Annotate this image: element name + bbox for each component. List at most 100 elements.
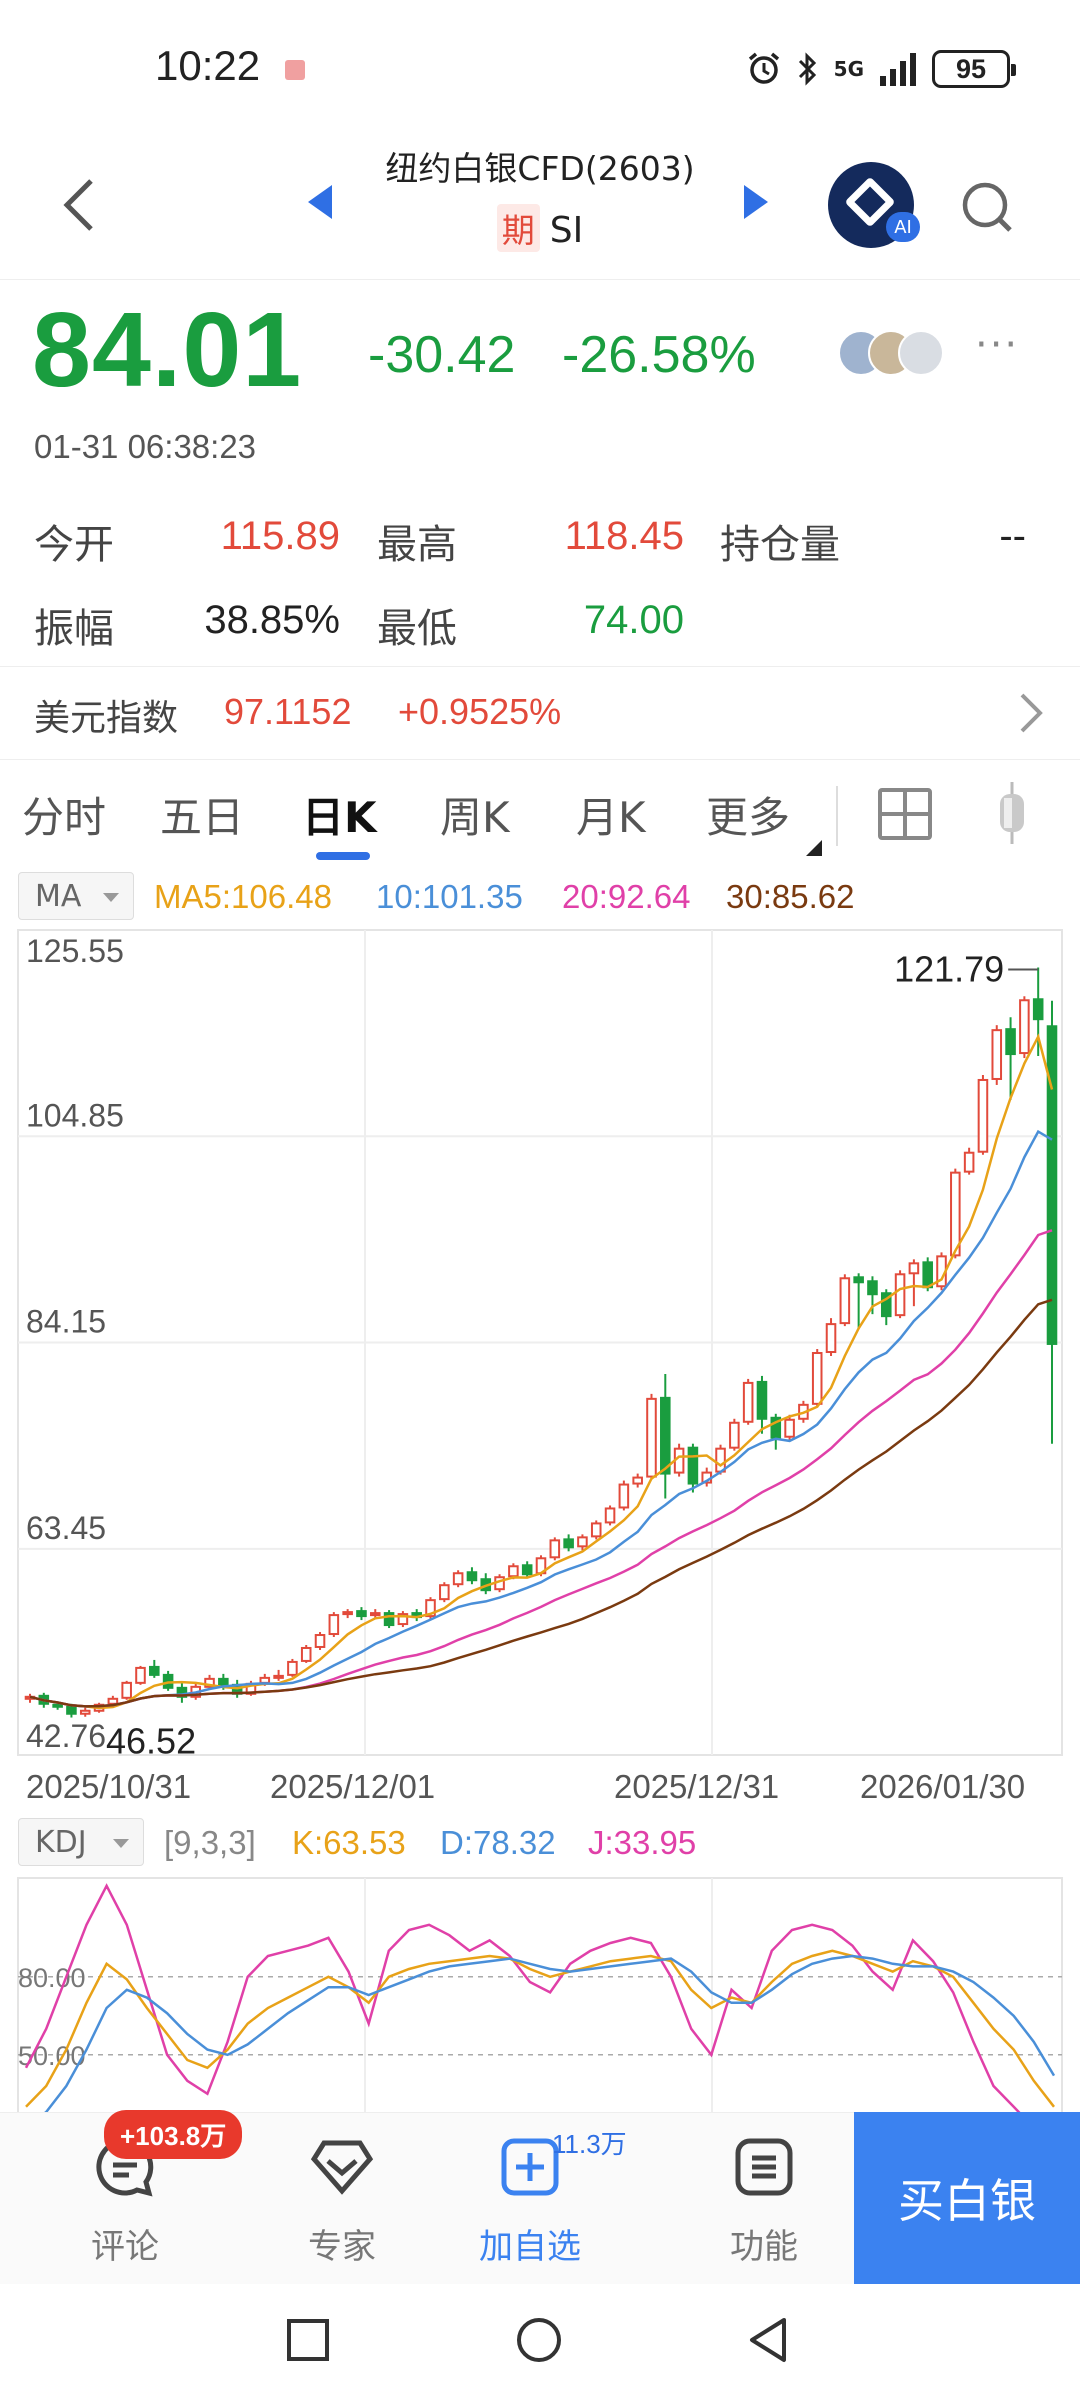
candle-body xyxy=(149,1665,160,1676)
main-indicator-select[interactable]: MA xyxy=(18,872,134,920)
kdj-chart[interactable]: 80.00 50.00 xyxy=(0,1870,1080,2112)
watchlist-count: 11.3万 xyxy=(552,2129,627,2159)
candle-body xyxy=(521,1564,533,1576)
prev-symbol-arrow[interactable] xyxy=(308,185,332,219)
sub-indicator-select[interactable]: KDJ xyxy=(18,1818,144,1866)
main-indicator-label: MA xyxy=(35,879,82,914)
candle-body xyxy=(867,1280,878,1296)
ma5-value: MA5:106.48 xyxy=(154,878,332,915)
candle-body xyxy=(729,1421,740,1449)
candle-body xyxy=(52,1703,63,1708)
chart-style-icon[interactable] xyxy=(994,780,1030,846)
y-tick-label: 104.85 xyxy=(26,1097,124,1133)
search-icon[interactable] xyxy=(960,180,1016,236)
candle-body xyxy=(107,1697,119,1705)
alarm-icon xyxy=(748,52,779,84)
candle-body xyxy=(660,1396,671,1475)
candle-body xyxy=(439,1584,450,1601)
candlestick-chart[interactable]: 125.55 104.85 84.15 63.45 42.76 121.79 46.52 20… xyxy=(0,920,1080,1815)
candle-body xyxy=(176,1686,188,1698)
candle-body xyxy=(742,1381,754,1423)
candle-body xyxy=(590,1522,602,1538)
add-watchlist-icon xyxy=(501,2138,559,2196)
back-arrow-icon[interactable] xyxy=(55,175,105,235)
instrument-symbol-row: 期 SI xyxy=(340,204,740,252)
home-icon[interactable] xyxy=(515,2316,563,2364)
candle-body xyxy=(466,1571,478,1582)
candle-body xyxy=(452,1572,464,1586)
tab-weekly-k[interactable]: 周K xyxy=(440,793,510,842)
kdj-params: [9,3,3] xyxy=(164,1824,256,1861)
bluetooth-icon xyxy=(798,52,816,86)
candle-body xyxy=(577,1536,588,1548)
functions-button[interactable]: 功能 xyxy=(684,2113,844,2285)
usd-index-change: +0.9525% xyxy=(398,691,562,732)
candle-body xyxy=(328,1614,340,1636)
comment-label: 评论 xyxy=(91,2227,159,2267)
y-tick-label: 84.15 xyxy=(26,1304,106,1340)
candle-body xyxy=(218,1677,229,1686)
max-price-label: 121.79 xyxy=(894,948,1004,989)
back-icon[interactable] xyxy=(746,2316,790,2364)
low-label: 最低 xyxy=(377,606,457,652)
more-dropdown-indicator xyxy=(806,840,822,856)
chevron-right-icon xyxy=(1020,693,1043,733)
candle-body xyxy=(646,1397,657,1478)
add-watchlist-button[interactable]: 加自选 xyxy=(450,2113,610,2285)
buy-silver-button[interactable]: 买白银 xyxy=(854,2112,1080,2284)
ma10-value: 10:101.35 xyxy=(376,878,523,915)
tab-more[interactable]: 更多 xyxy=(706,793,791,842)
comment-button[interactable]: 评论 xyxy=(45,2113,205,2285)
x-tick-label: 2025/10/31 xyxy=(26,1768,191,1805)
tabs-divider xyxy=(836,786,838,846)
instrument-title: 纽约白银CFD(2603) xyxy=(385,149,695,188)
expert-label: 专家 xyxy=(308,2227,376,2267)
status-icons: 5G 95 xyxy=(746,50,1016,88)
candle-body xyxy=(563,1538,574,1549)
instrument-symbol: SI xyxy=(549,210,584,251)
candle-body xyxy=(963,1151,975,1173)
candle-body xyxy=(908,1262,920,1275)
candle-body xyxy=(287,1660,298,1676)
candle-body xyxy=(1032,998,1044,1021)
kdj-j-value: J:33.95 xyxy=(588,1824,697,1861)
next-symbol-arrow[interactable] xyxy=(744,185,768,219)
tab-daily-k[interactable]: 日K xyxy=(302,793,377,842)
tab-intraday[interactable]: 分时 xyxy=(22,793,107,842)
status-time: 10:22 xyxy=(155,42,261,89)
candle-body xyxy=(632,1476,643,1485)
candle-body xyxy=(880,1292,892,1318)
kdj-k-line xyxy=(25,1949,1055,2108)
futures-tag: 期 xyxy=(496,204,540,252)
last-price: 84.01 xyxy=(32,291,303,409)
network-label: 5G xyxy=(833,57,864,81)
chevron-down-icon xyxy=(103,893,119,902)
candle-body xyxy=(314,1634,326,1648)
more-options-icon[interactable]: ··· xyxy=(975,322,1020,368)
ai-assistant-button[interactable]: AI xyxy=(828,162,920,248)
recents-icon[interactable] xyxy=(286,2318,330,2362)
expert-button[interactable]: 专家 xyxy=(262,2113,422,2285)
candle-body xyxy=(204,1677,215,1688)
candle-body xyxy=(853,1276,864,1284)
chart-period-tabs: 分时 五日 日K 周K 月K 更多 xyxy=(0,764,1080,864)
notification-icon xyxy=(285,60,305,80)
price-change: -30.42 xyxy=(368,326,516,384)
comment-count-badge: +103.8万 xyxy=(104,2110,243,2159)
candle-body xyxy=(715,1447,726,1473)
candle-body xyxy=(259,1676,271,1684)
candle-body xyxy=(383,1612,395,1627)
open-value: 115.89 xyxy=(220,514,340,558)
kdj-d-line xyxy=(44,1954,1056,2112)
amplitude-value: 38.85% xyxy=(204,598,340,642)
candle-body xyxy=(1005,1028,1016,1056)
kdj-level-label: 80.00 xyxy=(18,1963,86,1993)
active-tab-indicator xyxy=(316,852,370,860)
high-value: 118.45 xyxy=(564,514,684,558)
candle-body xyxy=(811,1352,823,1405)
tab-monthly-k[interactable]: 月K xyxy=(576,793,646,842)
discussion-avatars[interactable] xyxy=(838,330,944,380)
tab-five-day[interactable]: 五日 xyxy=(160,793,245,842)
usd-index-row[interactable]: 美元指数 97.1152 +0.9525% xyxy=(0,666,1080,760)
layout-grid-icon[interactable] xyxy=(878,788,932,840)
